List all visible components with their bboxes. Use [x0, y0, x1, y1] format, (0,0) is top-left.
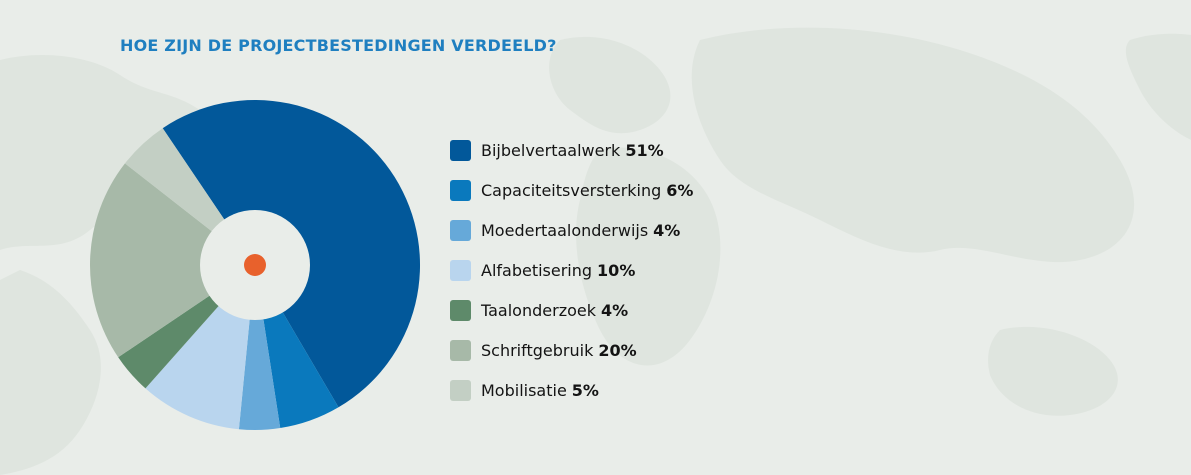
legend-item-alfabetisering: Alfabetisering 10%	[450, 250, 693, 290]
legend-label: Mobilisatie	[481, 380, 567, 400]
pie-slice-schriftgebruik	[90, 163, 255, 358]
legend-label: Schriftgebruik	[481, 340, 594, 360]
legend-label: Capaciteitsversterking	[481, 180, 662, 200]
legend-value: 10%	[597, 260, 636, 280]
legend-swatch	[450, 299, 471, 321]
legend-label: Bijbelvertaalwerk	[481, 140, 621, 160]
chart-legend: Bijbelvertaalwerk 51% Capaciteitsversterki…	[450, 130, 693, 410]
pie-slices	[90, 99, 421, 430]
legend-value: 4%	[653, 220, 681, 240]
chart-title: HOE ZIJN DE PROJECTBESTEDINGEN VERDEELD?	[120, 36, 557, 55]
legend-swatch	[450, 179, 471, 201]
legend-value: 5%	[571, 380, 599, 400]
legend-swatch	[450, 259, 471, 281]
legend-item-taalonderzoek: Taalonderzoek 4%	[450, 290, 693, 330]
legend-value: 4%	[600, 300, 629, 320]
legend-item-schriftgebruik: Schriftgebruik 20%	[450, 330, 693, 370]
legend-swatch	[450, 139, 471, 161]
legend-swatch	[450, 379, 471, 401]
legend-item-capaciteitsversterking: Capaciteitsversterking 6%	[450, 170, 693, 210]
legend-swatch	[450, 339, 471, 361]
legend-swatch	[450, 219, 471, 241]
pie-center-dot	[244, 254, 266, 276]
legend-item-mobilisatie: Mobilisatie 5%	[450, 370, 693, 410]
legend-label: Moedertaalonderwijs	[481, 220, 649, 240]
legend-item-bijbelvertaalwerk: Bijbelvertaalwerk 51%	[450, 130, 693, 170]
legend-label: Taalonderzoek	[481, 300, 596, 320]
pie-slice-moedertaalonderwijs	[238, 265, 281, 430]
legend-value: 20%	[598, 340, 637, 360]
legend-value: 6%	[666, 180, 694, 200]
legend-value: 51%	[625, 140, 664, 160]
legend-label: Alfabetisering	[481, 260, 593, 280]
pie-chart	[90, 99, 421, 430]
legend-item-moedertaalonderwijs: Moedertaalonderwijs 4%	[450, 210, 693, 250]
